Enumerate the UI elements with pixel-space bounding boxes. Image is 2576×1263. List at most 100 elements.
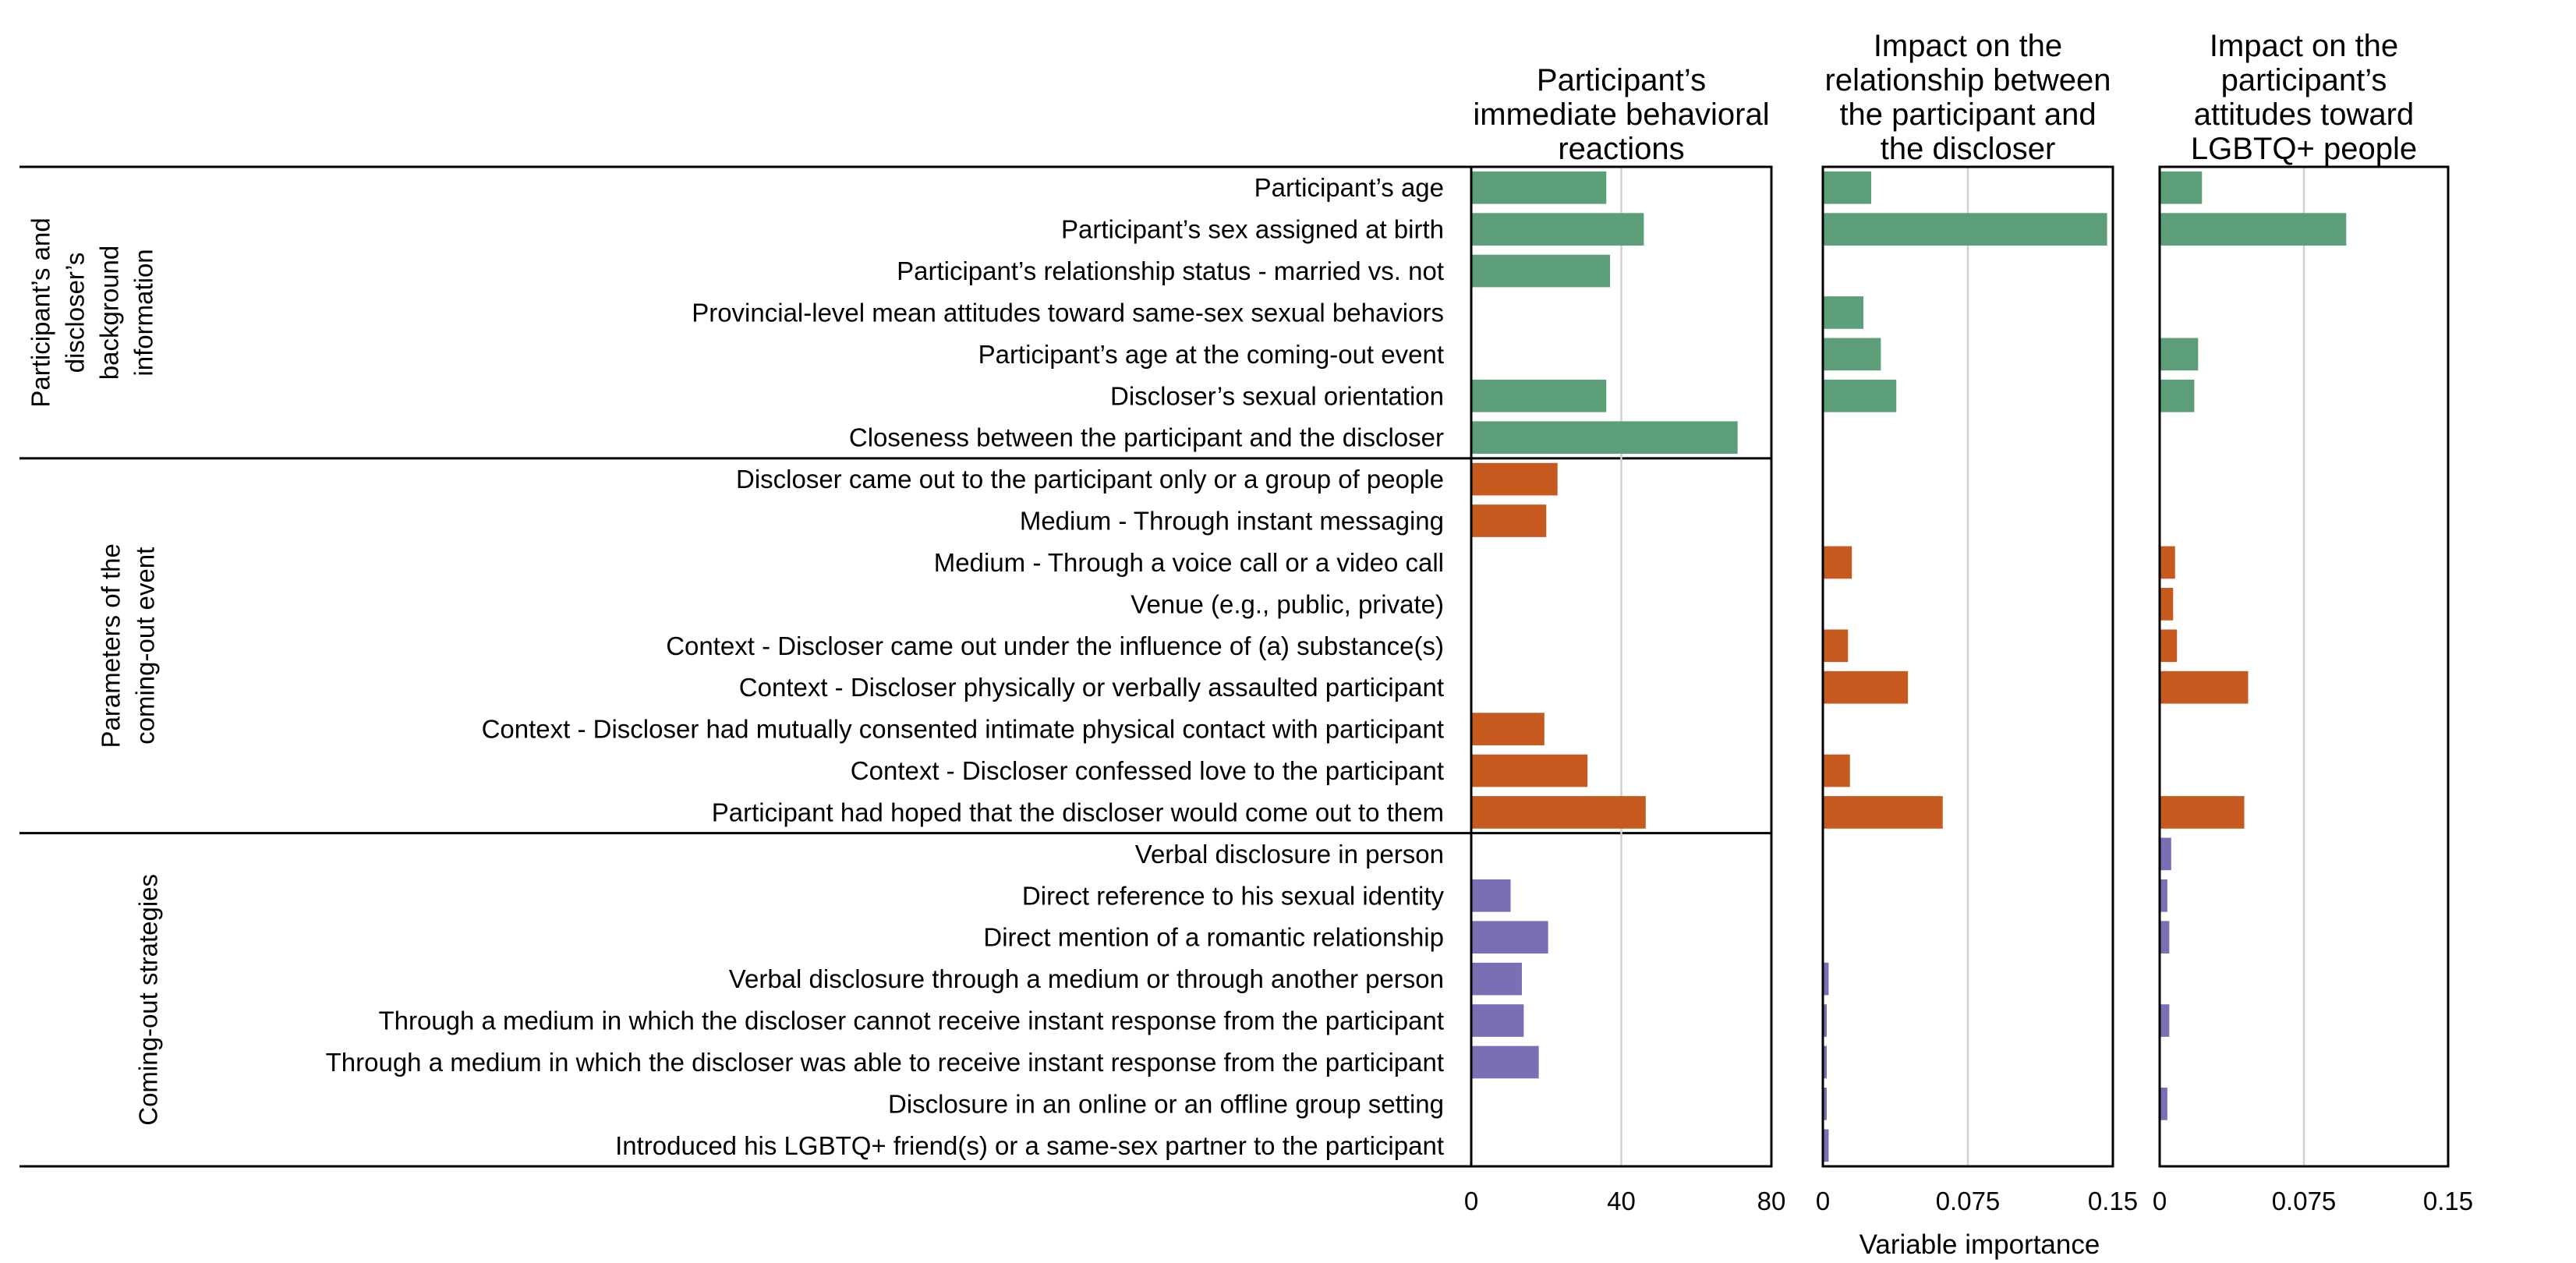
bar bbox=[2160, 213, 2347, 246]
group-label: background bbox=[95, 246, 124, 380]
bar bbox=[2160, 546, 2175, 579]
row-label: Direct reference to his sexual identity bbox=[1022, 881, 1445, 910]
group-label: Coming-out strategies bbox=[134, 874, 163, 1126]
bar bbox=[1472, 254, 1611, 288]
panel-title: relationship between bbox=[1825, 63, 2111, 97]
bar bbox=[1472, 379, 1607, 412]
row-label: Through a medium in which the discloser … bbox=[326, 1048, 1444, 1077]
row-label: Context - Discloser came out under the i… bbox=[666, 632, 1444, 660]
bar bbox=[1824, 962, 1829, 996]
bar bbox=[2160, 796, 2245, 829]
bar bbox=[1472, 796, 1646, 829]
bar bbox=[1472, 962, 1522, 996]
row-label: Context - Discloser had mutually consent… bbox=[482, 715, 1444, 744]
bar bbox=[2160, 879, 2167, 912]
x-tick-label: 0.075 bbox=[2272, 1187, 2337, 1215]
bar bbox=[1472, 421, 1738, 455]
row-label: Context - Discloser confessed love to th… bbox=[851, 756, 1444, 785]
row-label: Verbal disclosure through a medium or th… bbox=[729, 964, 1444, 993]
x-axis-title: Variable importance bbox=[1859, 1229, 2100, 1260]
bar bbox=[1472, 921, 1548, 954]
row-label: Venue (e.g., public, private) bbox=[1131, 589, 1444, 618]
bar bbox=[2160, 629, 2178, 663]
row-label: Through a medium in which the discloser … bbox=[378, 1007, 1444, 1035]
row-label: Verbal disclosure in person bbox=[1135, 840, 1444, 869]
bar bbox=[1472, 879, 1511, 912]
panel-title: the discloser bbox=[1881, 132, 2056, 166]
bar bbox=[1472, 213, 1644, 246]
row-label: Participant had hoped that the discloser… bbox=[712, 798, 1444, 826]
panel-title: Impact on the bbox=[1874, 29, 2062, 63]
bar bbox=[1824, 670, 1909, 704]
bar bbox=[2160, 1004, 2170, 1037]
bar bbox=[1472, 504, 1547, 537]
group-label: information bbox=[129, 249, 158, 376]
bar bbox=[2160, 837, 2171, 871]
x-tick-label: 0 bbox=[1816, 1187, 1830, 1215]
row-label: Medium - Through instant messaging bbox=[1020, 507, 1444, 536]
bar bbox=[1824, 1129, 1829, 1162]
group-label: discloser’s bbox=[61, 253, 90, 373]
group-label: Parameters of the bbox=[97, 543, 126, 748]
bar bbox=[1472, 713, 1545, 745]
bar bbox=[1472, 462, 1558, 496]
x-tick-label: 80 bbox=[1757, 1187, 1786, 1215]
bar bbox=[1824, 213, 2107, 246]
bar bbox=[1824, 1004, 1827, 1037]
panel-title: the participant and bbox=[1839, 97, 2096, 132]
row-label: Context - Discloser physically or verbal… bbox=[739, 673, 1444, 702]
panel-title: immediate behavioral bbox=[1473, 97, 1769, 132]
panel-title: reactions bbox=[1558, 132, 1684, 166]
x-tick-label: 40 bbox=[1607, 1187, 1636, 1215]
bar bbox=[1472, 1045, 1539, 1079]
row-label: Medium - Through a voice call or a video… bbox=[934, 548, 1444, 577]
row-label: Participant’s age bbox=[1254, 173, 1444, 202]
x-tick-label: 0 bbox=[2153, 1187, 2167, 1215]
panel-frame bbox=[1821, 165, 2114, 1168]
group-label: Participant’s and bbox=[27, 218, 55, 407]
bar bbox=[1472, 171, 1607, 204]
panel-title: Impact on the bbox=[2210, 29, 2398, 63]
bar bbox=[2160, 171, 2203, 204]
bar bbox=[2160, 379, 2195, 412]
x-tick-label: 0.15 bbox=[2088, 1187, 2138, 1215]
bar bbox=[2160, 588, 2174, 621]
x-tick-label: 0 bbox=[1464, 1187, 1478, 1215]
bar bbox=[1824, 379, 1897, 412]
row-label: Discloser came out to the participant on… bbox=[736, 465, 1444, 494]
row-label: Provincial-level mean attitudes toward s… bbox=[692, 298, 1444, 327]
panel-frame bbox=[2158, 165, 2450, 1168]
bar bbox=[1824, 171, 1871, 204]
row-label: Participant’s sex assigned at birth bbox=[1061, 215, 1444, 244]
bar bbox=[2160, 338, 2199, 371]
bar bbox=[2160, 670, 2249, 704]
bar bbox=[1824, 338, 1881, 371]
row-label: Participant’s age at the coming-out even… bbox=[978, 340, 1444, 369]
row-label: Closeness between the participant and th… bbox=[849, 423, 1444, 452]
bar bbox=[1824, 546, 1852, 579]
group-label: coming-out event bbox=[131, 547, 160, 745]
bar bbox=[1824, 1045, 1827, 1079]
panel-title: Participant’s bbox=[1537, 63, 1706, 97]
bar bbox=[1824, 754, 1850, 787]
row-label: Direct mention of a romantic relationshi… bbox=[983, 923, 1444, 952]
row-label: Discloser’s sexual orientation bbox=[1110, 381, 1444, 410]
bar bbox=[2160, 1088, 2167, 1120]
bar bbox=[1824, 1088, 1827, 1120]
bar bbox=[1824, 796, 1943, 829]
x-tick-label: 0.15 bbox=[2423, 1187, 2473, 1215]
x-tick-label: 0.075 bbox=[1936, 1187, 2001, 1215]
bar bbox=[1824, 629, 1849, 663]
panel-title: participant’s bbox=[2221, 63, 2387, 97]
bar bbox=[1472, 754, 1588, 787]
panel-title: LGBTQ+ people bbox=[2191, 132, 2417, 166]
row-label: Participant’s relationship status - marr… bbox=[897, 256, 1444, 285]
bar bbox=[1472, 1004, 1524, 1037]
bar bbox=[1824, 296, 1864, 329]
row-label: Introduced his LGBTQ+ friend(s) or a sam… bbox=[615, 1131, 1444, 1160]
bar bbox=[2160, 921, 2170, 954]
row-label: Disclosure in an online or an offline gr… bbox=[888, 1089, 1444, 1118]
panel-title: attitudes toward bbox=[2194, 97, 2414, 132]
